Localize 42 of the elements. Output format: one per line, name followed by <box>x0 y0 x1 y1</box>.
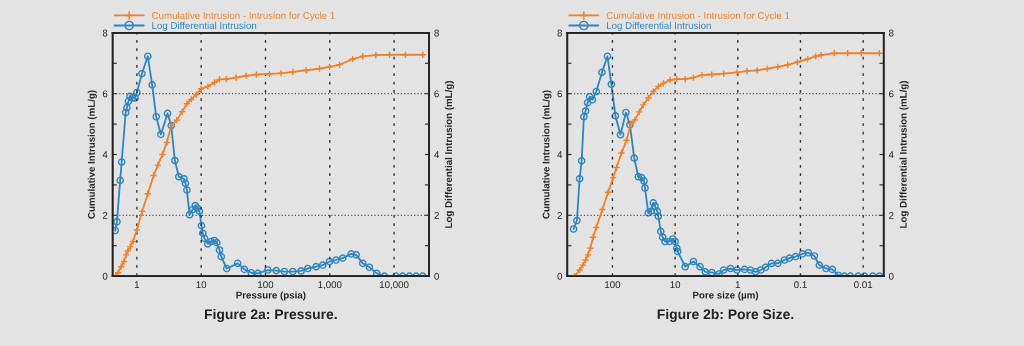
x-axis-title: Pressure (psia) <box>236 291 306 301</box>
x-tick-label: 1 <box>134 281 140 289</box>
y-tick-label: 4 <box>102 151 108 159</box>
y-axis-title: Cumulative Intrusion (mL/g) <box>542 90 552 219</box>
x-tick-label: 100 <box>258 281 274 289</box>
x-tick-label: 10 <box>196 281 207 289</box>
x-axis-title: Pore size (µm) <box>693 291 759 301</box>
x-tick-label: 10,000 <box>379 281 409 290</box>
y-tick-label: 0 <box>557 272 563 280</box>
y-tick-label: 2 <box>102 212 108 219</box>
y2-tick-label: 0 <box>434 272 439 280</box>
y2-tick-label: 4 <box>888 151 894 159</box>
legend-label: Log Differential Intrusion <box>606 21 711 31</box>
y2-axis-title: Log Differential Intrusion (mL/g) <box>899 80 909 228</box>
x-tick-label: 0.1 <box>794 281 807 289</box>
legend-label: Cumulative Intrusion - Intrusion for Cycle 1 <box>606 11 790 21</box>
y2-tick-label: 8 <box>434 29 439 37</box>
y2-tick-label: 0 <box>888 272 894 280</box>
y2-tick-label: 2 <box>434 212 439 219</box>
y2-tick-label: 4 <box>434 151 440 159</box>
y2-tick-label: 6 <box>434 90 439 98</box>
y2-tick-label: 6 <box>889 90 894 98</box>
y-tick-label: 0 <box>102 272 108 280</box>
y-tick-label: 2 <box>557 212 562 219</box>
legend-label: Log Differential Intrusion <box>152 21 257 31</box>
x-tick-label: 1 <box>735 281 741 289</box>
y-tick-label: 6 <box>102 90 108 98</box>
x-tick-label: 100 <box>605 281 621 289</box>
caption: Figure 2b: Pore Size. <box>657 308 794 322</box>
y-tick-label: 6 <box>557 90 563 98</box>
x-tick-label: 1,000 <box>318 281 342 290</box>
x-tick-label: 0.01 <box>854 281 873 289</box>
y-tick-label: 8 <box>102 29 108 37</box>
y-tick-label: 8 <box>557 29 563 37</box>
y2-axis-title: Log Differential Intrusion (mL/g) <box>444 80 454 228</box>
y2-tick-label: 8 <box>889 29 894 37</box>
x-tick-label: 10 <box>670 281 681 289</box>
y2-tick-label: 2 <box>889 212 894 219</box>
legend-label: Cumulative Intrusion - Intrusion for Cycle 1 <box>152 11 335 21</box>
y-axis-title: Cumulative Intrusion (mL/g) <box>87 90 97 219</box>
y-tick-label: 4 <box>557 151 563 159</box>
caption: Figure 2a: Pressure. <box>205 308 337 322</box>
